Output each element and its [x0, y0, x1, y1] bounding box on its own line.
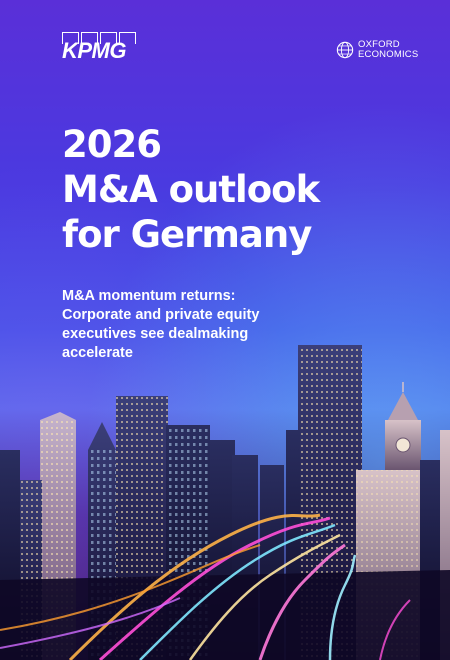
title-line1: 2026 [62, 123, 162, 166]
subtitle-line4: accelerate [62, 345, 133, 361]
oxford-logo-line1: OXFORD [358, 39, 400, 50]
title-line2: M&A outlook [62, 168, 320, 211]
title-line3: for Germany [62, 213, 312, 256]
kpmg-logo: KPMG [62, 32, 140, 62]
subtitle: M&A momentum returns: Corporate and priv… [62, 287, 392, 363]
kpmg-wordmark: KPMG [62, 38, 127, 63]
oxford-economics-logo: OXFORD ECONOMICS [336, 40, 418, 60]
subtitle-line1: M&A momentum returns: [62, 288, 236, 304]
subtitle-line2: Corporate and private equity [62, 307, 260, 323]
oxford-logo-line2: ECONOMICS [358, 49, 419, 60]
page-title: 2026 M&A outlook for Germany [62, 122, 422, 257]
city-skyline-image [0, 345, 450, 660]
subtitle-line3: executives see dealmaking [62, 326, 249, 342]
kpmg-boxes-icon [62, 32, 136, 44]
globe-icon [336, 41, 354, 59]
